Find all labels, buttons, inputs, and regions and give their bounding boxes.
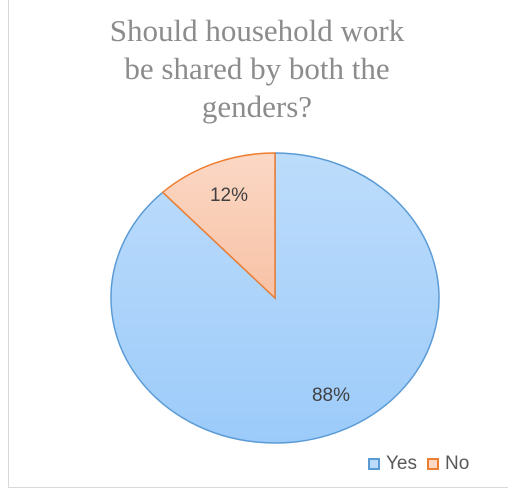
legend-item-no: No	[427, 453, 469, 475]
data-label-no: 12%	[210, 185, 248, 206]
chart-title-line-3: genders?	[201, 89, 313, 124]
chart-legend: Yes No	[368, 453, 479, 475]
legend-swatch-yes	[368, 458, 380, 470]
pie-slice-no	[161, 152, 276, 300]
data-label-yes: 88%	[312, 385, 350, 406]
chart-title: Should household work be shared by both …	[0, 12, 514, 126]
legend-swatch-no	[427, 458, 439, 470]
legend-label-yes: Yes	[386, 453, 417, 474]
chart-title-line-1: Should household work	[109, 13, 405, 48]
chart-title-line-2: be shared by both the	[124, 51, 390, 86]
legend-label-no: No	[445, 453, 470, 474]
legend-item-yes: Yes	[368, 453, 417, 475]
chart-frame	[8, 0, 508, 488]
